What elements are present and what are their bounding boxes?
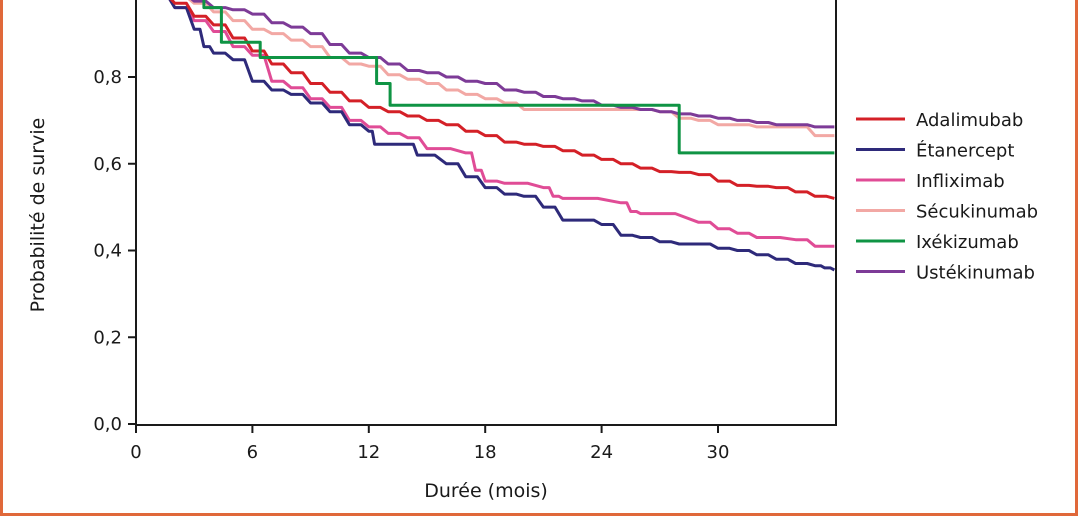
x-tick-label: 0 <box>130 442 141 463</box>
ticks-layer: 0,0 0,2 0,4 0,6 0,8 0 6 12 18 24 30 <box>93 67 730 463</box>
legend: Adalimubab Étanercept Infliximab Sécukinuma… <box>856 110 1038 284</box>
x-tick-label: 30 <box>707 442 730 463</box>
series-line-ixékizumab <box>202 0 835 155</box>
y-tick-label: 0,0 <box>93 414 122 435</box>
legend-label: Ixékizumab <box>916 232 1019 253</box>
series-line-adalimubab <box>169 0 835 200</box>
x-tick-label: 12 <box>357 442 380 463</box>
x-axis-title: Durée (mois) <box>424 480 548 502</box>
x-tick-label: 24 <box>590 442 613 463</box>
legend-label: Étanercept <box>916 140 1014 162</box>
y-tick-label: 0,8 <box>93 67 122 88</box>
y-tick-label: 0,2 <box>93 327 122 348</box>
series-line-sécukinumab <box>187 0 835 138</box>
series-layer <box>168 0 836 272</box>
legend-label: Sécukinumab <box>916 202 1038 223</box>
series-line-ustékinumab <box>190 0 835 129</box>
y-tick-label: 0,6 <box>93 154 122 175</box>
series-line-infliximab <box>168 0 835 248</box>
y-axis-title: Probabilité de survie <box>27 118 49 313</box>
x-tick-label: 6 <box>247 442 258 463</box>
y-tick-label: 0,4 <box>93 241 122 262</box>
series-line-étanercept <box>168 0 836 272</box>
legend-label: Ustékinumab <box>916 263 1035 284</box>
legend-label: Adalimubab <box>916 110 1023 131</box>
legend-label: Infliximab <box>916 171 1005 192</box>
x-tick-label: 18 <box>474 442 497 463</box>
axes-layer <box>135 0 837 426</box>
